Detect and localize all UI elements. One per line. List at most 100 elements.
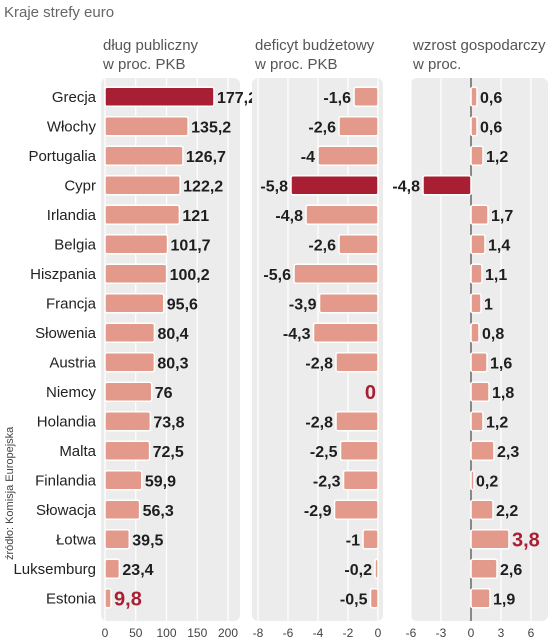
bar: [362, 529, 379, 550]
panel-heading: deficyt budżetowy: [255, 37, 375, 54]
tick-label: -4: [313, 626, 324, 640]
data-label: -3,9: [289, 296, 317, 313]
bar: [312, 322, 379, 343]
bar: [470, 411, 484, 432]
data-label: -0,2: [344, 562, 372, 579]
data-label: -2,3: [313, 473, 341, 490]
tick-label: 0: [102, 626, 109, 640]
data-label: 73,8: [153, 414, 184, 431]
data-label: 0,2: [476, 473, 498, 490]
tick-label: 0: [375, 626, 382, 640]
country-label: Cypr: [64, 177, 96, 194]
data-label: 121: [182, 208, 209, 225]
bar: [470, 440, 495, 461]
data-label: 76: [155, 385, 173, 402]
country-label: Austria: [49, 354, 96, 371]
tick-label: 100: [156, 626, 176, 640]
data-label: 39,5: [132, 532, 163, 549]
data-label: 56,3: [143, 503, 174, 520]
tick-label: -6: [406, 626, 417, 640]
bar: [339, 440, 379, 461]
data-label: 1,9: [493, 591, 515, 608]
bar: [104, 145, 184, 166]
country-label: Włochy: [47, 118, 97, 135]
data-label: 0: [365, 382, 376, 404]
bar: [338, 234, 379, 255]
data-label: 126,7: [186, 149, 226, 166]
bar: [104, 558, 121, 579]
panel-heading-line2: w proc. PKB: [102, 56, 186, 73]
country-label: Malta: [59, 443, 96, 460]
bar: [422, 175, 472, 196]
data-label: 80,4: [157, 326, 188, 343]
bar: [104, 440, 151, 461]
tick-label: 200: [218, 626, 238, 640]
data-label: -2,8: [305, 414, 333, 431]
country-label: Grecja: [52, 89, 97, 106]
data-label: 122,2: [183, 178, 223, 195]
country-label: Słowacja: [36, 502, 97, 519]
data-label: 80,3: [157, 355, 188, 372]
bar: [353, 86, 379, 107]
bar: [104, 499, 141, 520]
data-label: 1,2: [486, 414, 508, 431]
bar: [104, 86, 215, 107]
data-label: 2,6: [500, 562, 522, 579]
data-label: -0,5: [340, 591, 368, 608]
bar: [104, 234, 169, 255]
bar: [104, 263, 168, 284]
data-label: 3,8: [512, 529, 540, 551]
bar: [470, 86, 478, 107]
panel-2: deficyt budżetowy w proc. PKB -8 -6 -4 -2 0 -1,…: [252, 37, 383, 640]
panel-3: wzrost gospodarczy w proc. -6 -3 0 3 6 0,6 0,6 1,…: [392, 37, 548, 640]
bar: [369, 588, 379, 609]
data-label: -2,9: [304, 503, 332, 520]
data-label: 0,6: [480, 90, 502, 107]
source-note: źródło: Komisja Europejska: [4, 426, 16, 560]
bar: [342, 470, 379, 491]
country-label: Hiszpania: [30, 266, 97, 283]
panel-1: dług publiczny w proc. PKB 0 50 100 150 200 177…: [101, 37, 257, 640]
data-label: 101,7: [171, 237, 211, 254]
data-label: -1: [346, 532, 360, 549]
bar: [104, 352, 156, 373]
data-label: -1,6: [323, 90, 351, 107]
data-label: 59,9: [145, 473, 176, 490]
tick-label: -3: [436, 626, 447, 640]
data-label: -5,6: [263, 267, 291, 284]
data-label: 1,8: [492, 385, 514, 402]
country-label: Słowenia: [35, 325, 97, 342]
data-label: 1,4: [488, 237, 510, 254]
bar: [104, 411, 152, 432]
tick-label: -2: [343, 626, 354, 640]
country-label: Luksemburg: [13, 561, 96, 578]
data-label: -4,3: [283, 326, 311, 343]
panel-heading: dług publiczny: [103, 37, 199, 54]
bar: [104, 588, 112, 609]
bar: [104, 322, 156, 343]
bar: [290, 175, 379, 196]
data-label: -4,8: [275, 208, 303, 225]
bar: [470, 116, 478, 137]
data-label: -2,6: [308, 119, 336, 136]
data-label: 135,2: [191, 119, 231, 136]
bar: [318, 293, 379, 314]
bar: [293, 263, 379, 284]
bar: [470, 529, 510, 550]
bar: [104, 381, 153, 402]
country-label: Belgia: [54, 236, 96, 253]
bar: [338, 116, 379, 137]
bar: [374, 558, 379, 579]
bar: [335, 352, 379, 373]
bar: [104, 204, 181, 225]
panel-heading-line2: w proc.: [412, 56, 461, 73]
country-label: Estonia: [46, 590, 97, 607]
bar: [333, 499, 379, 520]
data-label: -2,5: [310, 444, 338, 461]
bar: [317, 145, 379, 166]
tick-label: 0: [468, 626, 475, 640]
data-label: 2,2: [496, 503, 518, 520]
bar: [470, 293, 482, 314]
